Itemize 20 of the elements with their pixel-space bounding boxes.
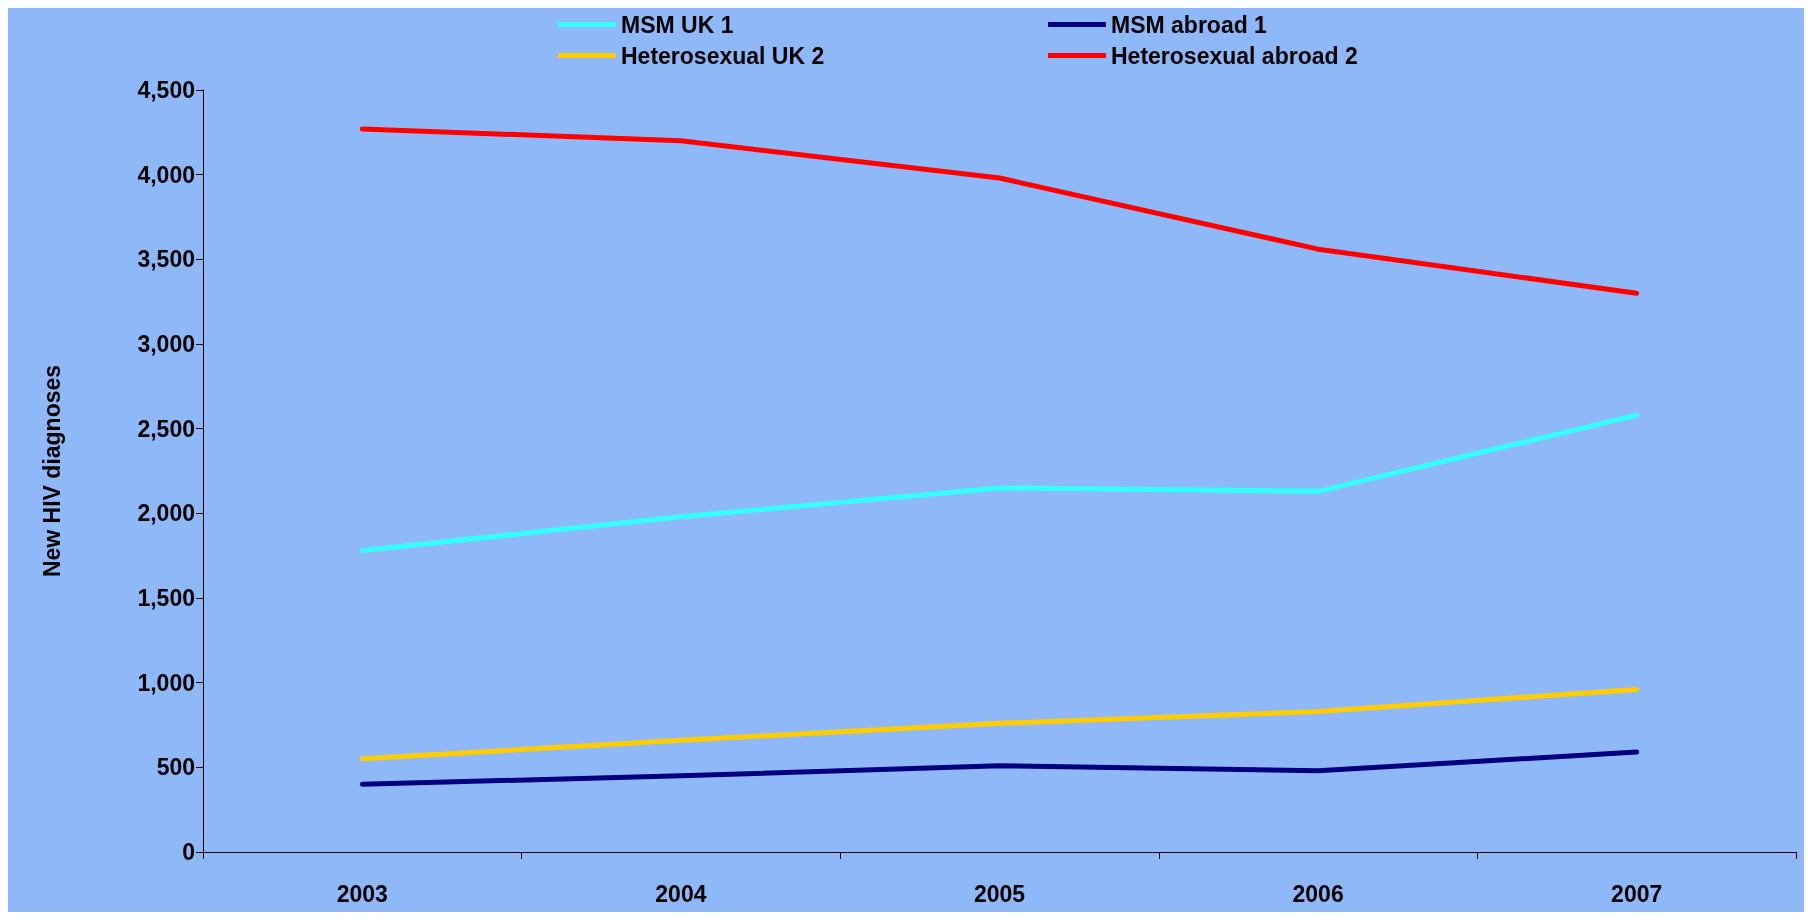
y-tick-label: 1,000 [137, 669, 195, 696]
y-tick-label: 0 [182, 839, 195, 865]
y-tick-label: 1,500 [137, 585, 195, 611]
y-tick-label: 4,500 [137, 77, 195, 103]
y-tick-label: 4,000 [137, 161, 195, 188]
legend-label: Heterosexual UK 2 [621, 42, 825, 69]
x-tick-label: 2007 [1611, 880, 1663, 907]
y-tick-label: 3,000 [137, 331, 195, 357]
x-tick-label: 2005 [973, 880, 1026, 907]
y-tick-label: 3,500 [137, 246, 195, 273]
x-tick-label: 2003 [336, 880, 388, 907]
y-tick-label: 500 [156, 754, 195, 781]
x-tick-label: 2004 [655, 880, 707, 907]
y-tick-label: 2,000 [137, 500, 195, 527]
x-tick-label: 2006 [1292, 880, 1344, 907]
legend-label: MSM abroad 1 [1111, 11, 1268, 38]
legend-label: Heterosexual abroad 2 [1111, 42, 1358, 69]
y-tick-label: 2,500 [137, 415, 195, 442]
legend-label: MSM UK 1 [621, 11, 734, 38]
y-axis-title: New HIV diagnoses [38, 364, 65, 578]
